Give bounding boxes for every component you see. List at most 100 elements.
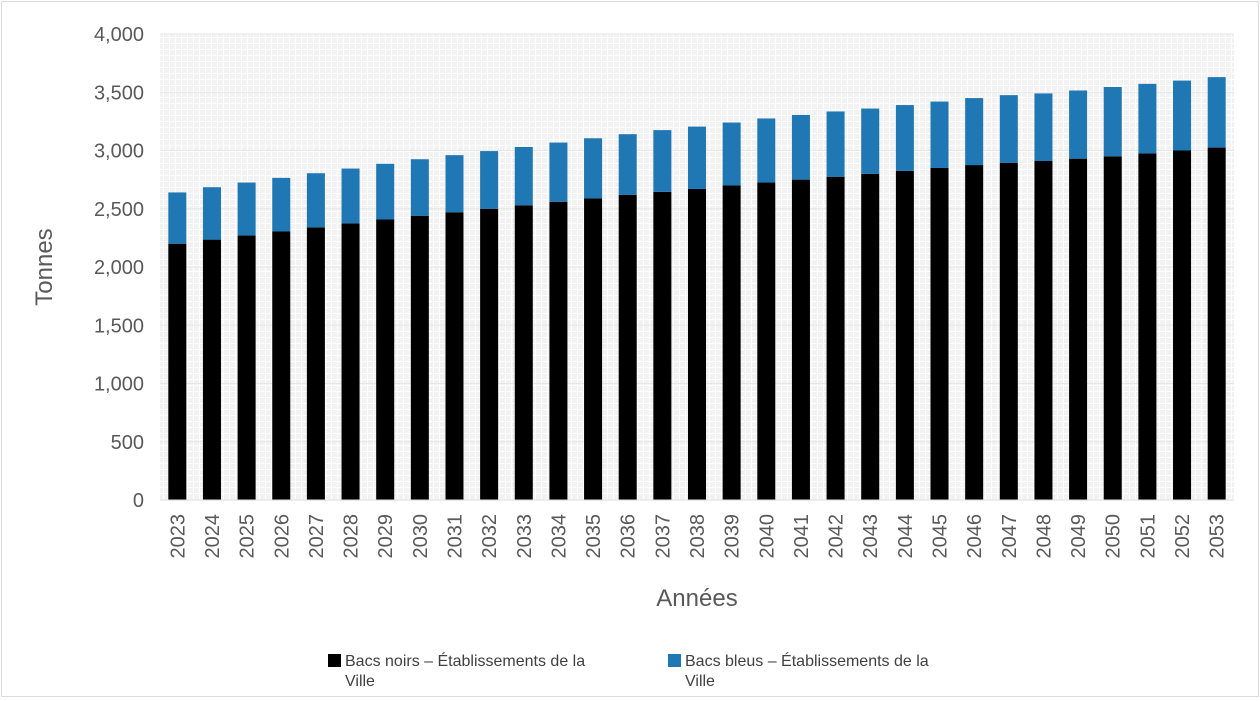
bar-bacs-bleus (584, 138, 603, 199)
legend: Bacs noirs – Établissements de laVilleBa… (328, 651, 929, 690)
bar-bacs-noirs (618, 194, 637, 500)
x-tick-label: 2036 (618, 514, 640, 559)
bar-bacs-noirs (861, 173, 880, 501)
legend-label: Ville (345, 673, 375, 690)
x-axis-ticks: 2023 2024 2025 2026 2027 2028 2029 2030 2031 2032… (167, 514, 1228, 559)
x-tick-label: 2049 (1068, 514, 1090, 559)
x-tick-label: 2047 (999, 514, 1021, 559)
bar-bacs-noirs (410, 215, 429, 501)
bar-bacs-noirs (895, 170, 914, 500)
x-tick-label: 2046 (964, 514, 986, 559)
bar-bacs-bleus (618, 134, 637, 195)
bar-bacs-bleus (1103, 87, 1122, 157)
bar-bacs-bleus (965, 98, 984, 166)
legend-item-bacs-noirs: Bacs noirs – Établissements de la Ville (328, 651, 585, 690)
bar-bacs-noirs (965, 165, 984, 500)
x-tick-label: 2032 (479, 514, 501, 559)
bar-bacs-noirs (722, 185, 741, 500)
legend-label: Bacs bleus – Établissements de la (685, 651, 929, 670)
y-tick-label: 1,500 (94, 315, 144, 337)
x-tick-label: 2050 (1103, 514, 1125, 559)
x-axis-title: Années (656, 585, 737, 612)
x-tick-label: 2033 (514, 514, 536, 559)
x-tick-label: 2028 (341, 514, 363, 559)
bar-bacs-noirs (1069, 158, 1088, 500)
bar-bacs-noirs (514, 205, 533, 500)
bar-bacs-bleus (445, 155, 464, 213)
x-tick-label: 2038 (687, 514, 709, 559)
bar-bacs-bleus (1069, 90, 1088, 159)
bar-bacs-noirs (202, 239, 221, 500)
bar-bacs-bleus (1207, 77, 1226, 148)
bar-bacs-noirs (168, 243, 187, 500)
bar-bacs-bleus (757, 118, 776, 183)
bar-bacs-bleus (791, 114, 810, 180)
bar-bacs-bleus (861, 108, 880, 174)
bar-bacs-noirs (445, 212, 464, 500)
bar-bacs-bleus (306, 173, 325, 228)
bar-bacs-bleus (549, 142, 568, 202)
bar-bacs-noirs (480, 208, 499, 500)
x-tick-label: 2051 (1137, 514, 1159, 559)
y-tick-label: 3,000 (94, 141, 144, 163)
x-tick-label: 2024 (202, 514, 224, 559)
bar-bacs-bleus (480, 151, 499, 209)
bar-bacs-bleus (895, 105, 914, 171)
x-tick-label: 2029 (375, 514, 397, 559)
y-tick-label: 4,000 (94, 24, 144, 46)
bar-bacs-noirs (653, 191, 672, 501)
x-tick-label: 2037 (652, 514, 674, 559)
bar-bacs-bleus (202, 187, 221, 240)
bar-bacs-noirs (341, 223, 360, 500)
bar-bacs-bleus (653, 130, 672, 192)
bar-bacs-noirs (826, 176, 845, 500)
y-tick-label: 2,000 (94, 257, 144, 279)
legend-swatch (668, 654, 681, 667)
bar-bacs-bleus (999, 95, 1018, 163)
bar-bacs-bleus (168, 192, 187, 244)
bar-bacs-noirs (930, 167, 949, 500)
bar-bacs-bleus (341, 168, 360, 224)
x-tick-label: 2040 (756, 514, 778, 559)
bar-bacs-noirs (791, 179, 810, 500)
x-tick-label: 2053 (1207, 514, 1229, 559)
x-tick-label: 2045 (930, 514, 952, 559)
bar-bacs-bleus (826, 111, 845, 177)
x-tick-label: 2034 (548, 514, 570, 559)
x-tick-label: 2039 (722, 514, 744, 559)
bar-bacs-noirs (272, 231, 291, 500)
x-tick-label: 2043 (860, 514, 882, 559)
bar-bacs-noirs (1207, 147, 1226, 500)
y-tick-label: 2,500 (94, 199, 144, 221)
bar-bacs-noirs (757, 182, 776, 500)
bar-bacs-bleus (272, 177, 291, 232)
bar-bacs-noirs (549, 201, 568, 500)
bar-bacs-bleus (1138, 83, 1157, 154)
x-tick-label: 2030 (410, 514, 432, 559)
bar-bacs-bleus (722, 122, 741, 186)
y-axis-title: Tonnes (31, 228, 58, 305)
bar-bacs-bleus (514, 147, 533, 206)
legend-swatch (328, 654, 341, 667)
bar-bacs-noirs (584, 198, 603, 500)
x-tick-label: 2048 (1033, 514, 1055, 559)
bar-bacs-noirs (1034, 160, 1053, 501)
y-tick-label: 0 (133, 490, 144, 512)
legend-label: Ville (685, 673, 715, 690)
legend-item-bacs-bleus: Bacs bleus – Établissements de la Ville (668, 651, 929, 690)
bar-bacs-noirs (999, 162, 1018, 501)
legend-label: Bacs noirs – Établissements de la (345, 651, 585, 670)
y-tick-label: 500 (111, 432, 144, 454)
bar-bacs-bleus (410, 159, 429, 216)
x-tick-label: 2042 (826, 514, 848, 559)
bar-bacs-noirs (687, 188, 707, 500)
x-tick-label: 2035 (583, 514, 605, 559)
bar-bacs-bleus (1034, 93, 1053, 161)
x-tick-label: 2052 (1172, 514, 1194, 559)
bar-bacs-noirs (1138, 153, 1157, 500)
bars (168, 77, 1226, 501)
bar-bacs-bleus (930, 101, 949, 168)
bar-bacs-noirs (237, 235, 256, 501)
bar-bacs-noirs (1173, 150, 1192, 500)
